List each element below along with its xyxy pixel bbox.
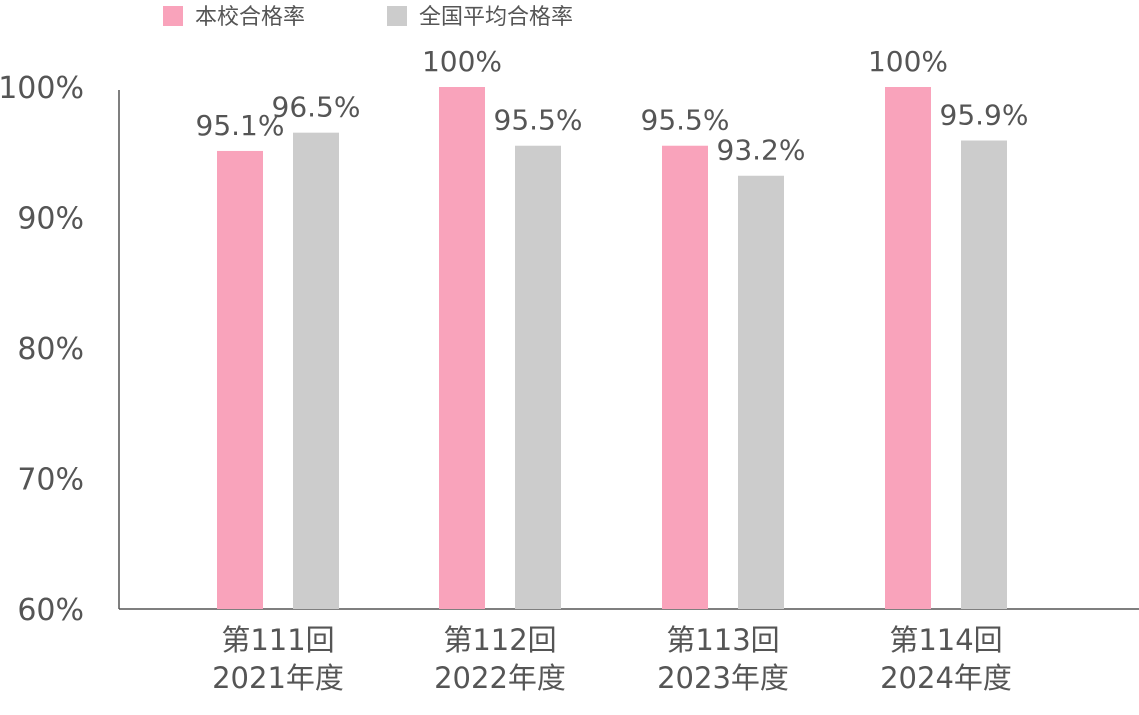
bar [961,140,1007,609]
x-tick-label: 第114回 2024年度 [880,623,1012,695]
bar-value-label: 95.5% [494,104,583,137]
bar-value-label: 93.2% [717,134,806,167]
bar-value-label: 95.5% [641,104,730,137]
bar-value-label: 100% [422,45,502,78]
bar [217,150,263,609]
x-axis-ticks: 第111回 2021年度 第112回 2022年度 第113回 2023年度 第114回 20… [212,623,1012,695]
y-tick-label: 90% [17,202,84,237]
y-tick-label: 60% [17,593,84,628]
chart-legend: 本校合格率 全国平均合格率 [163,5,573,30]
bar-value-label: 95.9% [940,99,1029,132]
bar [885,87,931,609]
x-tick-label: 第111回 2021年度 [212,623,344,695]
bar [293,132,339,610]
y-tick-label: 80% [17,332,84,367]
bar-value-label: 100% [868,45,948,78]
legend-swatch [387,6,407,26]
bar [515,145,561,609]
y-axis-ticks: 60% 70% 80% 90% 100% [0,71,84,628]
bar-value-label: 96.5% [272,91,361,124]
y-tick-label: 70% [17,463,84,498]
legend-label: 本校合格率 [195,5,305,30]
y-tick-label: 100% [0,71,84,106]
bar [662,145,708,609]
legend-label: 全国平均合格率 [419,5,573,30]
x-tick-label: 第113回 2023年度 [657,623,789,695]
bar-value-label: 95.1% [196,109,285,142]
x-tick-label: 第112回 2022年度 [434,623,566,695]
bar-series: 95.1%100%95.5%100%96.5% 95.5%93.2%95.9% [196,45,1029,610]
legend-swatch [163,6,183,26]
bar [738,175,784,610]
bar [439,87,485,609]
